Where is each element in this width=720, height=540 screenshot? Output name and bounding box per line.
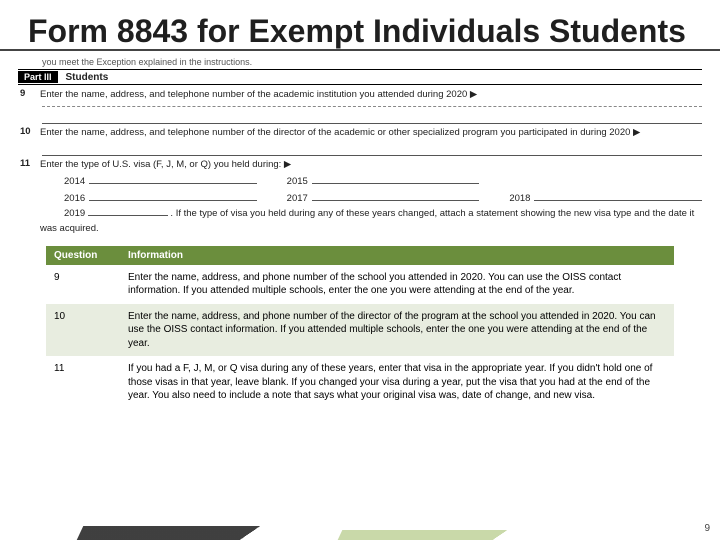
cell-q: 9 xyxy=(46,265,120,304)
form-num-10: 10 xyxy=(18,126,40,140)
form-row-10: 10 Enter the name, address, and telephon… xyxy=(18,126,702,140)
visa-blank xyxy=(312,174,480,184)
visa-year: 2016 xyxy=(64,192,85,206)
visa-blank xyxy=(88,206,168,216)
table-row: 11 If you had a F, J, M, or Q visa durin… xyxy=(46,356,674,409)
form-num-11: 11 xyxy=(18,158,40,236)
page-title: Form 8843 for Exempt Individuals Student… xyxy=(0,0,720,51)
cell-info: Enter the name, address, and phone numbe… xyxy=(120,304,674,357)
part-title: Students xyxy=(66,72,109,83)
visa-cell: 2018 xyxy=(509,191,702,206)
cell-q: 11 xyxy=(46,356,120,409)
visa-blank xyxy=(89,191,257,201)
visa-cell: 2015 xyxy=(287,174,480,189)
cell-info: Enter the name, address, and phone numbe… xyxy=(120,265,674,304)
th-question: Question xyxy=(46,246,120,265)
form-excerpt: you meet the Exception explained in the … xyxy=(18,57,702,236)
part-bar: Part III Students xyxy=(18,69,702,85)
form-row-9: 9 Enter the name, address, and telephone… xyxy=(18,88,702,102)
blank-line xyxy=(42,143,702,156)
info-table: Question Information 9 Enter the name, a… xyxy=(46,246,674,409)
visa-grid: 2014 2015 2016 2017 2018 xyxy=(64,174,702,207)
form-top-note: you meet the Exception explained in the … xyxy=(18,57,702,67)
visa-year: 2018 xyxy=(509,192,530,206)
visa-year: 2015 xyxy=(287,175,308,189)
visa-blank xyxy=(89,174,257,184)
visa-cell: 2016 xyxy=(64,191,257,206)
cell-q: 10 xyxy=(46,304,120,357)
page-number: 9 xyxy=(704,523,710,534)
part-label: Part III xyxy=(18,71,58,83)
form-num-9: 9 xyxy=(18,88,40,102)
th-information: Information xyxy=(120,246,674,265)
visa-cell: 2017 xyxy=(287,191,480,206)
form-text-10: Enter the name, address, and telephone n… xyxy=(40,126,702,140)
q11-year-2019: 2019 xyxy=(64,208,85,219)
visa-year: 2014 xyxy=(64,175,85,189)
blank-line xyxy=(42,111,702,124)
table-row: 9 Enter the name, address, and phone num… xyxy=(46,265,674,304)
visa-cell: 2014 xyxy=(64,174,257,189)
footer-decoration xyxy=(80,526,640,540)
form-text-9: Enter the name, address, and telephone n… xyxy=(40,88,702,102)
dashed-line xyxy=(42,106,702,107)
cell-info: If you had a F, J, M, or Q visa during a… xyxy=(120,356,674,409)
visa-cell xyxy=(509,174,702,189)
visa-blank xyxy=(534,191,702,201)
form-row-11: 11 Enter the type of U.S. visa (F, J, M,… xyxy=(18,158,702,236)
visa-year: 2017 xyxy=(287,192,308,206)
form-text-11: Enter the type of U.S. visa (F, J, M, or… xyxy=(40,158,702,236)
visa-blank xyxy=(312,191,480,201)
table-row: 10 Enter the name, address, and phone nu… xyxy=(46,304,674,357)
q11-lead: Enter the type of U.S. visa (F, J, M, or… xyxy=(40,159,291,170)
